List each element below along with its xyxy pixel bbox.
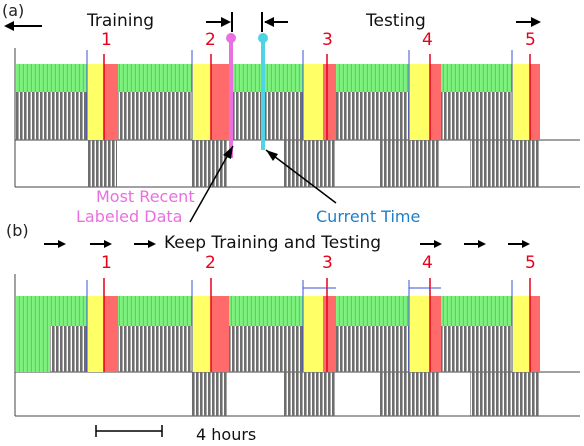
recent-labeled-arrowhead bbox=[223, 146, 233, 159]
activity-b-1 bbox=[192, 372, 228, 416]
yellow-region-a-3 bbox=[303, 64, 323, 140]
recent-labeled-line1: Most Recent bbox=[96, 187, 195, 206]
panel-b-label: (b) bbox=[6, 221, 29, 240]
recent-labeled-line2: Labeled Data bbox=[76, 207, 182, 226]
scale-bar bbox=[95, 425, 163, 437]
current-time-pointer bbox=[265, 149, 337, 204]
red-region-b-5 bbox=[530, 296, 540, 372]
recent-labeled-marker bbox=[226, 33, 236, 158]
scale-bar-label: 4 hours bbox=[196, 425, 256, 444]
activity-a-5 bbox=[470, 140, 540, 187]
event-number-a-5: 5 bbox=[525, 30, 536, 50]
activity-a-3 bbox=[284, 140, 336, 187]
training-arrow-right bbox=[206, 12, 233, 32]
panel-a-label: (a) bbox=[2, 1, 24, 20]
red-region-a-2 bbox=[211, 64, 229, 140]
activity-b-4 bbox=[470, 372, 540, 416]
current-time-label: Current Time bbox=[316, 207, 420, 226]
activity-a-2 bbox=[192, 140, 228, 187]
event-number-a-1: 1 bbox=[101, 30, 112, 50]
panel-a: (a) Training Testing 1 2 3 4 bbox=[2, 1, 580, 226]
yellow-region-a-4 bbox=[409, 64, 430, 140]
keep-training-caption: Keep Training and Testing bbox=[164, 233, 381, 253]
testing-arrow-left bbox=[261, 12, 288, 32]
event-number-a-3: 3 bbox=[322, 30, 333, 50]
yellow-region-a-2 bbox=[192, 64, 211, 140]
event-number-b-3: 3 bbox=[322, 253, 333, 273]
current-time-arrowhead bbox=[266, 150, 278, 161]
activity-b-3 bbox=[380, 372, 440, 416]
training-label: Training bbox=[86, 11, 154, 31]
yellow-region-b-5 bbox=[512, 296, 530, 372]
gray-band-b bbox=[50, 326, 540, 372]
red-region-a-4 bbox=[430, 64, 441, 140]
red-region-a-1 bbox=[104, 64, 118, 140]
event-number-a-2: 2 bbox=[205, 30, 216, 50]
yellow-region-b-1 bbox=[87, 296, 104, 372]
training-arrow-left bbox=[4, 21, 42, 31]
panel-b: (b) Keep Training and Testing 1 2 3 4 5 bbox=[6, 221, 580, 444]
red-region-b-3 bbox=[323, 296, 336, 372]
activity-b-2 bbox=[284, 372, 336, 416]
recent-labeled-pointer bbox=[189, 145, 234, 223]
testing-arrow-right bbox=[516, 17, 541, 27]
event-number-b-1: 1 bbox=[101, 253, 112, 273]
event-number-b-5: 5 bbox=[525, 253, 536, 273]
activity-a-4 bbox=[380, 140, 440, 187]
yellow-region-a-5 bbox=[512, 64, 530, 140]
red-region-b-1 bbox=[104, 296, 118, 372]
green-lead-b bbox=[15, 326, 50, 372]
red-region-a-5 bbox=[530, 64, 540, 140]
red-region-b-4 bbox=[430, 296, 441, 372]
yellow-region-b-4 bbox=[409, 296, 430, 372]
current-time-marker bbox=[258, 33, 268, 150]
activity-a-1 bbox=[87, 140, 117, 187]
event-number-a-4: 4 bbox=[422, 30, 433, 50]
testing-label: Testing bbox=[365, 11, 426, 31]
yellow-region-a-1 bbox=[87, 64, 104, 140]
yellow-region-b-2 bbox=[192, 296, 211, 372]
yellow-region-b-3 bbox=[303, 296, 323, 372]
red-region-a-3 bbox=[323, 64, 336, 140]
event-number-b-2: 2 bbox=[205, 253, 216, 273]
red-region-b-2 bbox=[211, 296, 229, 372]
event-number-b-4: 4 bbox=[422, 253, 433, 273]
